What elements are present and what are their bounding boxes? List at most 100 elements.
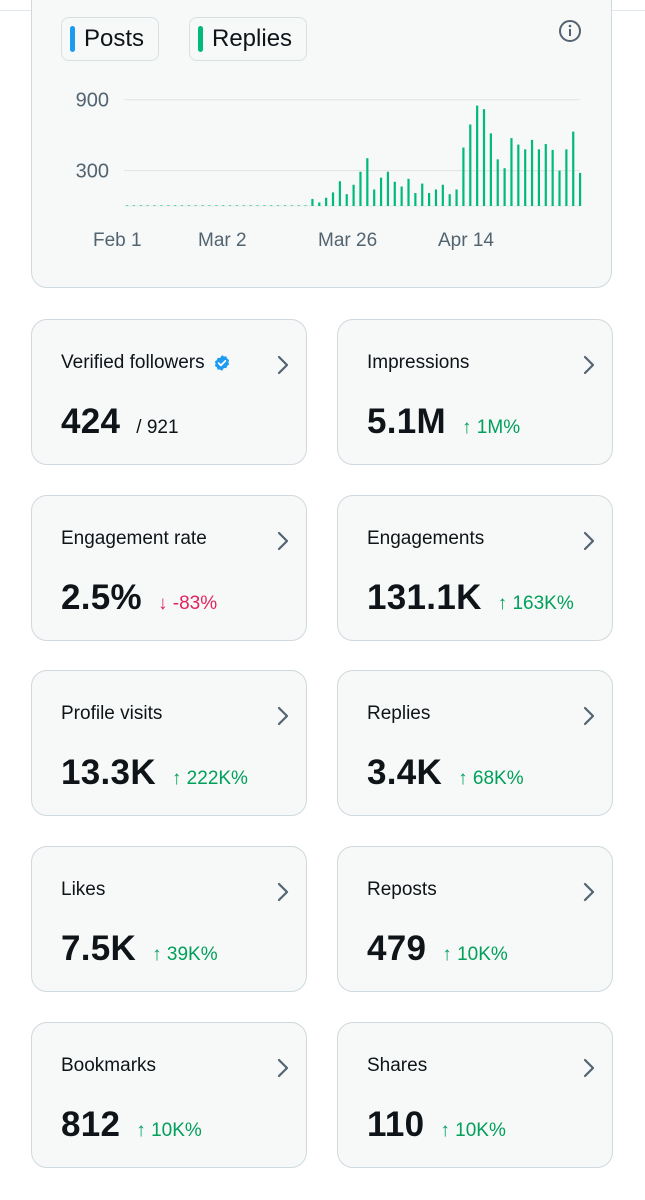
stat-label-row: Replies xyxy=(367,703,430,725)
chevron-right-icon[interactable] xyxy=(582,705,596,727)
stat-card-engagements[interactable]: Engagements 131.1K ↑ 163K% xyxy=(337,495,613,641)
chart-bar xyxy=(558,170,561,206)
replies-bar-chart: 900 300 Feb 1 Mar 2 Mar 26 Apr 14 xyxy=(76,90,582,251)
chart-bar xyxy=(366,158,369,206)
chevron-right-icon[interactable] xyxy=(582,881,596,903)
chart-bar xyxy=(455,189,458,206)
chart-bar xyxy=(400,186,403,206)
stat-change-badge: ↑ 10K% xyxy=(136,1120,202,1141)
stat-value: 424 xyxy=(61,402,121,441)
stat-total: / 921 xyxy=(136,417,179,438)
info-icon[interactable] xyxy=(558,19,582,43)
chart-bar xyxy=(325,197,328,206)
chart-bar xyxy=(228,205,232,206)
stat-card-engagement-rate[interactable]: Engagement rate 2.5% ↓ -83% xyxy=(31,495,307,641)
verified-badge-icon xyxy=(214,355,229,371)
chart-bar xyxy=(434,189,438,206)
stat-card-bookmarks[interactable]: Bookmarks 812 ↑ 10K% xyxy=(31,1022,307,1168)
stat-value: 2.5% xyxy=(61,578,142,617)
stat-value-row: 812 ↑ 10K% xyxy=(61,1105,202,1145)
chart-bar xyxy=(386,171,390,206)
chart-bar xyxy=(517,144,520,206)
stat-label: Reposts xyxy=(367,879,437,900)
chevron-right-icon[interactable] xyxy=(582,354,596,376)
chevron-right-icon[interactable] xyxy=(582,530,596,552)
legend-replies-button[interactable]: Replies xyxy=(189,17,307,61)
chart-bar xyxy=(187,205,190,206)
y-tick-label: 300 xyxy=(76,161,109,183)
stat-label: Bookmarks xyxy=(61,1055,157,1076)
chart-bar xyxy=(304,205,307,206)
chevron-right-icon[interactable] xyxy=(582,1057,596,1079)
stat-label-row: Shares xyxy=(367,1055,427,1077)
stat-change-badge: ↓ -83% xyxy=(157,593,218,614)
stat-value-row: 5.1M ↑ 1M% xyxy=(367,402,520,442)
chart-bar xyxy=(277,205,280,206)
stat-label: Shares xyxy=(367,1055,428,1076)
stat-value-row: 110 ↑ 10K% xyxy=(367,1105,506,1145)
chart-bar xyxy=(421,183,424,206)
chart-bar xyxy=(352,184,355,206)
chart-bar xyxy=(331,192,335,206)
chevron-right-icon[interactable] xyxy=(276,530,290,552)
stat-card-impressions[interactable]: Impressions 5.1M ↑ 1M% xyxy=(337,319,613,465)
chart-bar xyxy=(290,205,293,206)
chart-bar xyxy=(146,205,149,206)
stat-label-row: Impressions xyxy=(367,352,469,374)
posts-color-swatch xyxy=(70,26,75,52)
chart-bar xyxy=(476,105,479,206)
stat-change-badge: ↑ 68K% xyxy=(458,768,524,789)
chart-bar xyxy=(201,205,204,206)
stat-card-profile-visits[interactable]: Profile visits 13.3K ↑ 222K% xyxy=(31,670,307,816)
stat-label: Likes xyxy=(61,879,106,900)
stat-card-replies[interactable]: Replies 3.4K ↑ 68K% xyxy=(337,670,613,816)
chart-bar xyxy=(222,205,225,206)
chart-bar xyxy=(537,149,541,206)
chart-bar xyxy=(393,181,396,206)
x-tick-label: Mar 2 xyxy=(198,230,247,251)
chevron-right-icon[interactable] xyxy=(276,354,290,376)
stat-value: 13.3K xyxy=(61,753,156,792)
chart-card: Posts Replies 900 300 Feb 1 Mar 2 Mar 26 Apr … xyxy=(31,0,612,288)
stat-card-reposts[interactable]: Reposts 479 ↑ 10K% xyxy=(337,846,613,992)
chart-bar xyxy=(208,205,211,206)
chart-bar xyxy=(572,131,575,206)
y-tick-label: 900 xyxy=(76,90,109,112)
stat-value-row: 131.1K ↑ 163K% xyxy=(367,578,574,618)
stat-change-badge: ↑ 39K% xyxy=(152,944,218,965)
stat-label-row: Engagements xyxy=(367,528,484,550)
chart-bar xyxy=(139,205,142,206)
chart-bar xyxy=(373,189,376,206)
chevron-right-icon[interactable] xyxy=(276,1057,290,1079)
chart-bar xyxy=(256,205,259,206)
chart-bar xyxy=(242,205,245,206)
stat-card-likes[interactable]: Likes 7.5K ↑ 39K% xyxy=(31,846,307,992)
stat-value: 812 xyxy=(61,1105,121,1144)
chart-bar xyxy=(524,149,527,206)
stat-label-row: Reposts xyxy=(367,879,437,901)
stat-change-badge: ↑ 222K% xyxy=(171,768,248,789)
chart-bar xyxy=(180,205,184,206)
stat-card-verified-followers[interactable]: Verified followers 424 / 921 xyxy=(31,319,307,465)
stat-label-row: Likes xyxy=(61,879,105,901)
stat-value: 479 xyxy=(367,929,427,968)
chart-bar xyxy=(235,205,239,206)
chevron-right-icon[interactable] xyxy=(276,881,290,903)
chart-bar xyxy=(318,202,321,206)
stat-label-row: Engagement rate xyxy=(61,528,207,550)
legend-posts-button[interactable]: Posts xyxy=(61,17,159,61)
stat-card-shares[interactable]: Shares 110 ↑ 10K% xyxy=(337,1022,613,1168)
chevron-right-icon[interactable] xyxy=(276,705,290,727)
x-tick-label: Apr 14 xyxy=(438,230,494,251)
chart-bar xyxy=(132,205,136,206)
chart-bar xyxy=(345,194,348,206)
chart-bar xyxy=(530,139,534,206)
chart-bar xyxy=(194,205,197,206)
chart-bar xyxy=(407,178,410,206)
chart-bar xyxy=(167,205,170,206)
chart-bar xyxy=(338,181,341,206)
stat-label: Replies xyxy=(367,703,431,724)
stat-label: Impressions xyxy=(367,352,470,373)
stat-label-row: Bookmarks xyxy=(61,1055,156,1077)
chart-bar xyxy=(379,177,383,206)
